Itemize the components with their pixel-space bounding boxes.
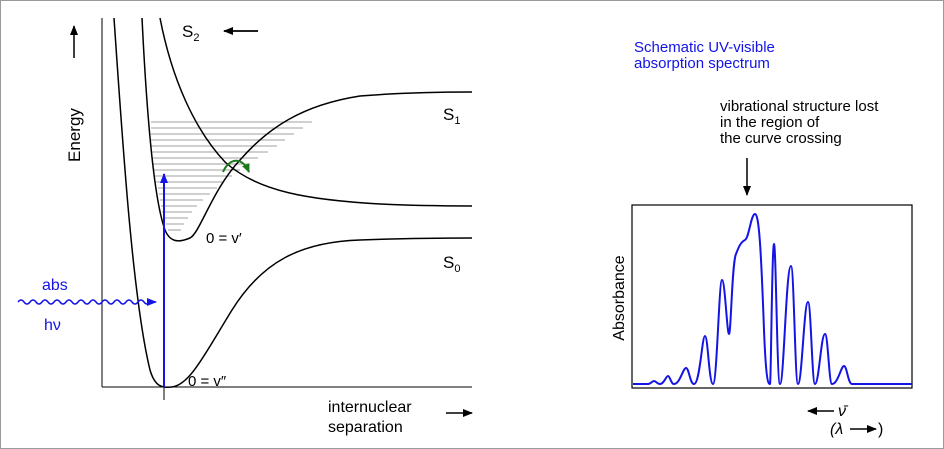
note-line3: the curve crossing	[720, 130, 842, 147]
note-line1: vibrational structure lost	[720, 98, 879, 115]
separation-label-line1: internuclear	[328, 399, 412, 416]
spectrum-plot-box	[631, 204, 913, 389]
absorbance-trace	[633, 212, 912, 386]
spectrum-title-line2: absorption spectrum	[634, 55, 770, 72]
energy-axis-label: Energy	[65, 108, 84, 162]
wavelength-label-close: )	[878, 421, 883, 438]
absorbance-axis-label: Absorbance	[611, 255, 628, 340]
potential-energy-diagram: Energy	[17, 17, 473, 436]
absorption-spectrum: Schematic UV-visible absorption spectrum…	[611, 39, 913, 438]
separation-label-line2: separation	[328, 419, 403, 436]
upper-level-label: 0 = v′	[206, 230, 242, 247]
s0-label: S0	[443, 253, 460, 275]
s1-label: S1	[443, 105, 460, 127]
s2-label: S2	[182, 22, 199, 44]
s1-curve	[141, 17, 473, 242]
abs-label: abs	[42, 277, 68, 294]
crossing-arrow	[222, 159, 250, 173]
vibrational-levels	[151, 121, 312, 231]
photon-wave	[17, 298, 157, 306]
wavenumber-label: ν̄	[838, 403, 849, 420]
spectrum-title-line1: Schematic UV-visible	[634, 39, 775, 56]
note-line2: in the region of	[720, 114, 820, 131]
s2-curve	[159, 17, 473, 207]
hv-label: hν	[44, 317, 61, 334]
lower-level-label: 0 = v″	[188, 373, 227, 390]
s0-curve	[113, 17, 473, 389]
wavelength-label-open: (λ	[830, 421, 843, 438]
